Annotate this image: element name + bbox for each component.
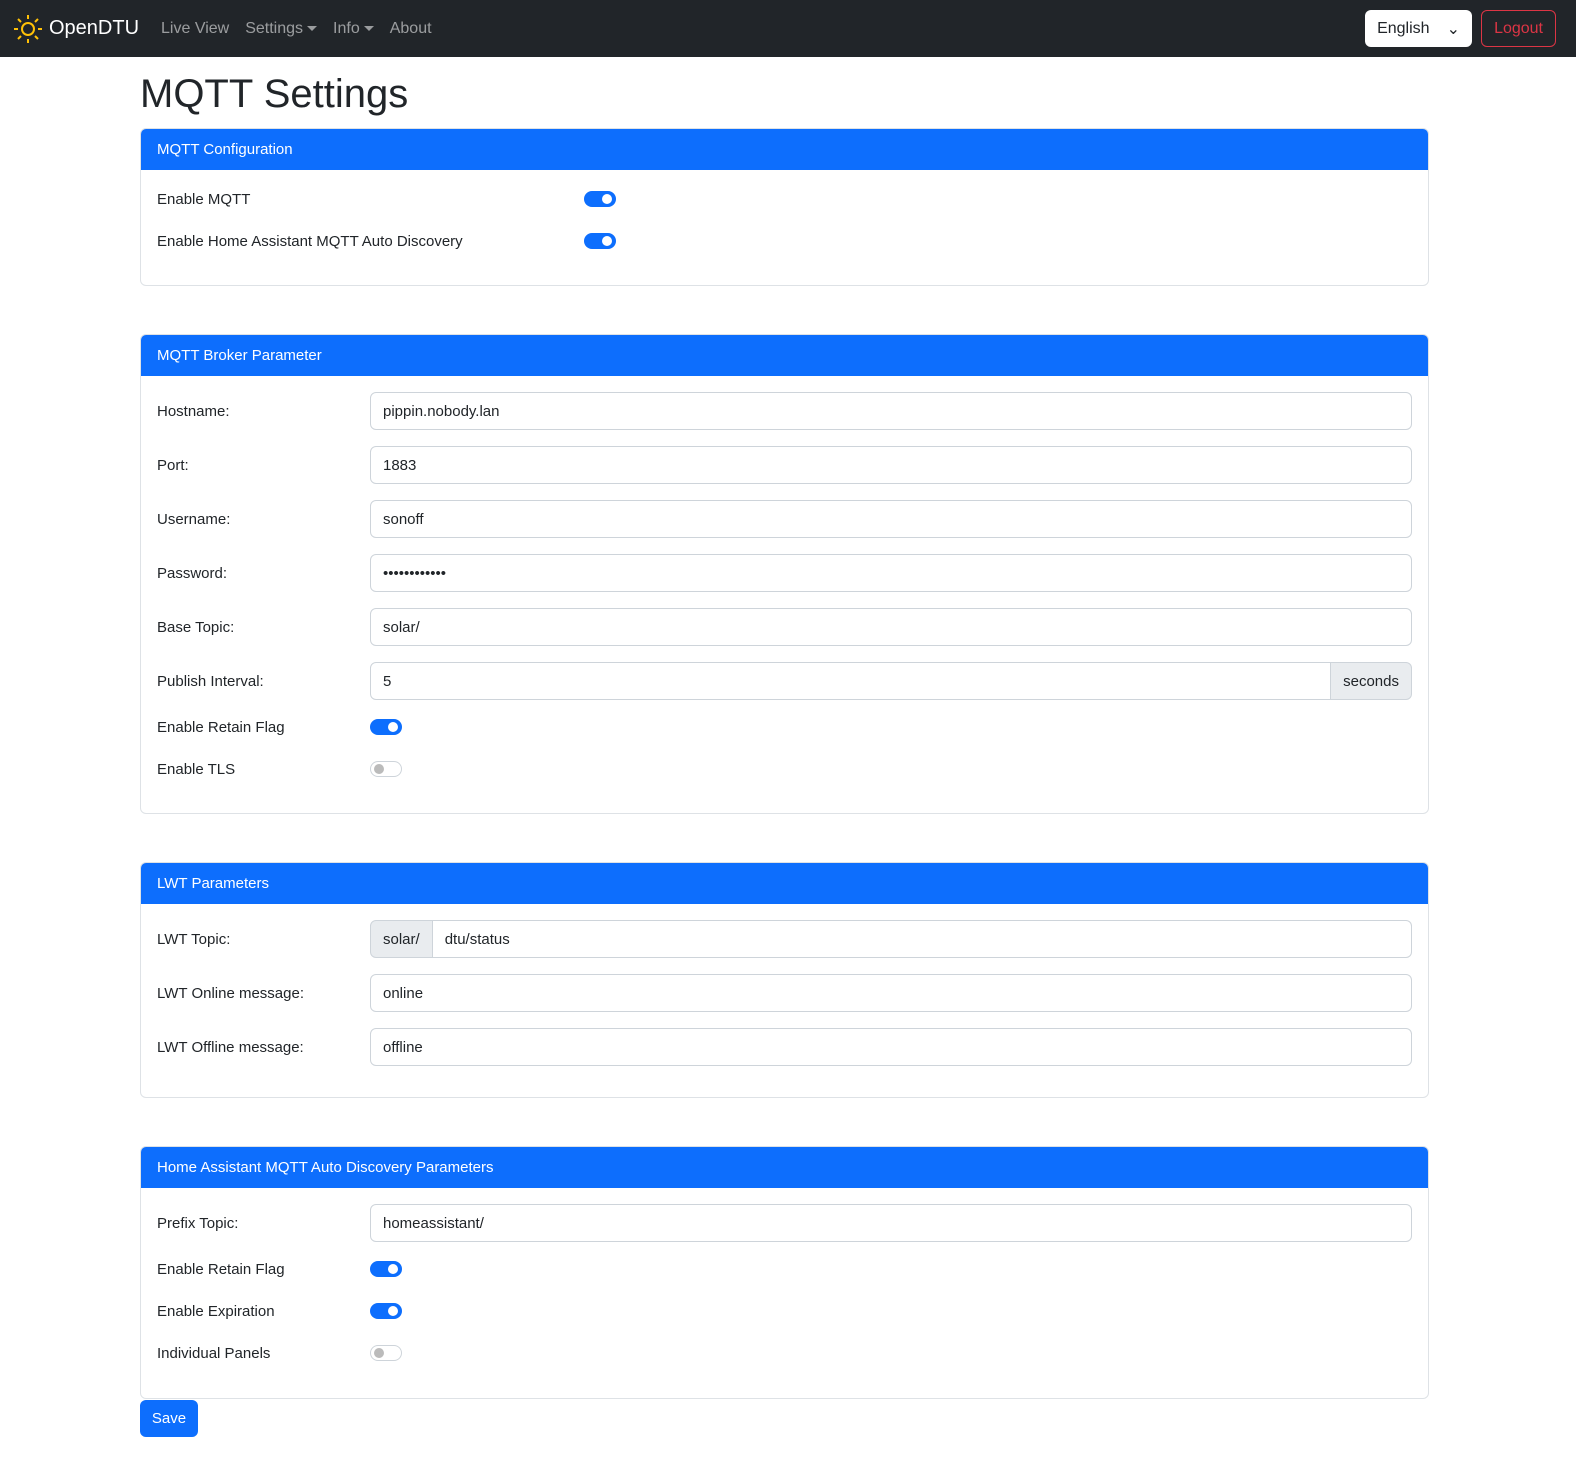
mqtt-broker-card: MQTT Broker Parameter Hostname: pippin.no… (140, 334, 1429, 814)
prefix-topic-label: Prefix Topic: (157, 1214, 239, 1232)
save-button[interactable]: Save (140, 1400, 198, 1437)
username-input[interactable]: sonoff (370, 500, 1412, 538)
lwt-offline-input[interactable]: offline (370, 1028, 1412, 1066)
ha-retain-toggle[interactable] (370, 1261, 402, 1277)
individual-panels-label: Individual Panels (157, 1344, 271, 1362)
publish-interval-input[interactable]: 5 (370, 662, 1332, 700)
port-input[interactable]: 1883 (370, 446, 1412, 484)
language-select[interactable]: English ⌄ (1365, 10, 1473, 47)
lwt-topic-prefix: solar/ (370, 920, 433, 958)
hostname-input[interactable]: pippin.nobody.lan (370, 392, 1412, 430)
lwt-online-input[interactable]: online (370, 974, 1412, 1012)
nav-about[interactable]: About (389, 19, 432, 37)
chevron-down-icon: ⌄ (1446, 20, 1461, 38)
expiration-toggle[interactable] (370, 1303, 402, 1319)
brand[interactable]: OpenDTU (12, 13, 139, 45)
hostname-label: Hostname: (157, 402, 230, 420)
port-label: Port: (157, 456, 189, 474)
logout-button[interactable]: Logout (1481, 10, 1556, 47)
username-label: Username: (157, 510, 231, 528)
caret-down-icon (307, 26, 318, 31)
tls-label: Enable TLS (157, 760, 236, 778)
password-input[interactable]: •••••••••••• (370, 554, 1412, 592)
retain-flag-label: Enable Retain Flag (157, 718, 285, 736)
enable-mqtt-label: Enable MQTT (157, 190, 251, 208)
enable-ha-toggle[interactable] (584, 233, 616, 249)
lwt-offline-label: LWT Offline message: (157, 1038, 304, 1056)
base-topic-input[interactable]: solar/ (370, 608, 1412, 646)
nav-info-label: Info (333, 19, 360, 37)
enable-mqtt-toggle[interactable] (584, 191, 616, 207)
individual-panels-toggle[interactable] (370, 1345, 402, 1361)
navbar: OpenDTU Live View Settings Info About En… (0, 0, 1576, 57)
ha-retain-label: Enable Retain Flag (157, 1260, 285, 1278)
card-header: Home Assistant MQTT Auto Discovery Param… (141, 1147, 1428, 1188)
card-header: LWT Parameters (141, 863, 1428, 904)
lwt-online-label: LWT Online message: (157, 984, 305, 1002)
nav-settings[interactable]: Settings (245, 19, 318, 38)
ha-discovery-card: Home Assistant MQTT Auto Discovery Param… (140, 1146, 1429, 1399)
card-header: MQTT Configuration (141, 129, 1428, 170)
nav-live-view[interactable]: Live View (161, 19, 230, 37)
language-value: English (1377, 19, 1430, 37)
card-header: MQTT Broker Parameter (141, 335, 1428, 376)
prefix-topic-input[interactable]: homeassistant/ (370, 1204, 1412, 1242)
caret-down-icon (363, 26, 374, 31)
sun-icon (14, 14, 42, 43)
publish-interval-label: Publish Interval: (157, 672, 264, 690)
enable-ha-label: Enable Home Assistant MQTT Auto Discover… (157, 232, 463, 250)
lwt-parameters-card: LWT Parameters LWT Topic: solar/dtu/statu… (140, 862, 1429, 1098)
expiration-label: Enable Expiration (157, 1302, 275, 1320)
tls-toggle[interactable] (370, 761, 402, 777)
page-title: MQTT Settings (140, 72, 409, 116)
nav-info[interactable]: Info (333, 20, 374, 38)
base-topic-label: Base Topic: (157, 618, 235, 636)
lwt-topic-label: LWT Topic: (157, 930, 231, 948)
brand-name: OpenDTU (49, 17, 140, 39)
mqtt-configuration-card: MQTT Configuration Enable MQTT Enable Ho… (140, 128, 1429, 286)
seconds-addon: seconds (1331, 662, 1412, 700)
nav-settings-label: Settings (245, 19, 304, 37)
lwt-topic-input[interactable]: dtu/status (432, 920, 1412, 958)
password-label: Password: (157, 564, 228, 582)
retain-flag-toggle[interactable] (370, 719, 402, 735)
